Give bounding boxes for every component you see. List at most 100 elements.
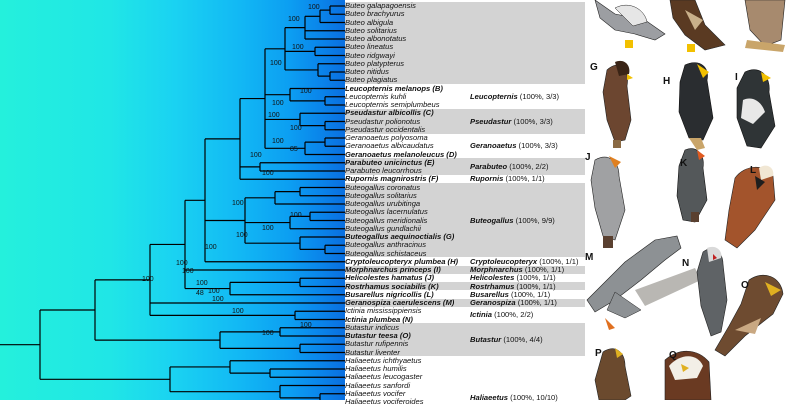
tip-label: Rupornis magnirostris (F) bbox=[345, 174, 439, 184]
clade-label: Busarellus (100%, 1/1) bbox=[470, 289, 550, 299]
tip-label: Parabuteo unicinctus (E) bbox=[345, 157, 435, 167]
bird-illustration bbox=[724, 165, 776, 249]
branch-length-gradient-background bbox=[0, 0, 345, 400]
clade-detail: (100%, 10/10) bbox=[508, 392, 558, 402]
tip-label: Cryptoleucopteryx plumbea (H) bbox=[345, 256, 459, 266]
clade-detail: (100%, 3/3) bbox=[517, 91, 560, 101]
bird-illustrations-panel: G H I J K L M N O P Q bbox=[585, 0, 800, 401]
tip-label: Buteogallus solitarius bbox=[345, 190, 417, 200]
clade-name: Geranoaetus bbox=[470, 141, 517, 151]
clade-detail: (100%, 1/1) bbox=[515, 298, 557, 307]
clade-label: Butastur (100%, 4/4) bbox=[470, 336, 543, 344]
panel-letter: L bbox=[750, 165, 757, 176]
panel-letter: P bbox=[595, 348, 602, 359]
support-value: 85 bbox=[290, 146, 298, 153]
clade-detail: (100%, 1/1) bbox=[514, 281, 556, 291]
support-value: 100 bbox=[262, 330, 274, 337]
clade-label: Buteogallus (100%, 9/9) bbox=[470, 215, 555, 225]
tip-label: Buteogallus anthracinus bbox=[345, 240, 427, 250]
tip-label: Geranoaetus melanoleucus (D) bbox=[345, 149, 457, 159]
tip-label: Buteogallus aequinoctialis (G) bbox=[345, 232, 455, 241]
panel-letter: J bbox=[585, 152, 591, 163]
tip-label: Pseudastur polionotus bbox=[345, 116, 421, 126]
tip-label: Buteogallus lacernulatus bbox=[345, 207, 428, 217]
support-value: 100 bbox=[300, 88, 312, 95]
support-value: 100 bbox=[272, 100, 284, 107]
support-value: 100 bbox=[290, 212, 302, 219]
tip-label: Buteo platypterus bbox=[345, 58, 405, 68]
panel-letter: H bbox=[663, 76, 671, 87]
bird-illustration bbox=[714, 274, 784, 357]
tip-label: Busarellus nigricollis (L) bbox=[345, 289, 434, 299]
support-value: 100 bbox=[205, 244, 217, 251]
clade-detail: (100%, 1/1) bbox=[522, 265, 565, 274]
bird-illustration bbox=[664, 350, 712, 401]
tip-label: Parabuteo leucorrhous bbox=[345, 166, 422, 175]
clade-name: Butastur bbox=[470, 335, 502, 345]
support-value: 100 bbox=[236, 232, 248, 239]
clade-detail: (100%, 9/9) bbox=[513, 215, 555, 225]
support-value: 100 bbox=[270, 60, 282, 67]
support-value: 100 bbox=[262, 225, 274, 232]
clade-label: Haliaeetus (100%, 10/10) bbox=[470, 392, 558, 402]
clade-detail: (100%, 3/3) bbox=[511, 116, 553, 126]
tip-label: Pseudastur occidentalis bbox=[345, 124, 426, 134]
clade-label: Parabuteo (100%, 2/2) bbox=[470, 161, 549, 171]
bird-illustration bbox=[602, 60, 633, 148]
tip-label: Rostrhamus sociabilis (K) bbox=[345, 281, 439, 291]
support-value: 48 bbox=[196, 290, 204, 297]
tip-label: Butastur teesa (O) bbox=[345, 331, 411, 340]
clade-detail: (100%, 1/1) bbox=[537, 256, 579, 266]
tip-label: Geranoaetus albicaudatus bbox=[345, 141, 434, 151]
support-value: 100 bbox=[232, 200, 244, 207]
clade-name: Morphnarchus bbox=[470, 265, 523, 274]
clade-name: Busarellus bbox=[470, 289, 509, 299]
tip-label: Helicolestes hamatus (J) bbox=[345, 273, 435, 283]
bird-illustration bbox=[586, 235, 701, 330]
tip-label: Buteo lineatus bbox=[345, 42, 394, 52]
clade-label: Cryptoleucopteryx (100%, 1/1) bbox=[470, 256, 579, 266]
support-value: 100 bbox=[232, 308, 244, 315]
support-value: 100 bbox=[262, 170, 274, 177]
tip-label: Ictinia mississippiensis bbox=[345, 306, 422, 316]
clade-name: Cryptoleucopteryx bbox=[470, 256, 538, 266]
support-value: 100 bbox=[182, 268, 194, 275]
clade-label: Leucopternis (100%, 3/3) bbox=[470, 91, 560, 101]
bird-illustration bbox=[669, 0, 726, 52]
support-value: 100 bbox=[176, 260, 188, 267]
tip-label: Leucopternis melanops (B) bbox=[345, 83, 443, 93]
clade-band bbox=[345, 265, 585, 274]
tip-label: Buteo galapagoensis bbox=[345, 1, 416, 10]
clade-band bbox=[345, 323, 585, 357]
clade-label: Geranoaetus (100%, 3/3) bbox=[470, 142, 558, 150]
tip-label: Haliaeetus vociferoides bbox=[345, 397, 424, 406]
bird-illustration bbox=[744, 0, 786, 52]
bird-illustration bbox=[678, 62, 714, 150]
tip-label: Ictinia plumbea (N) bbox=[345, 314, 413, 324]
support-value: 100 bbox=[268, 112, 280, 119]
tip-label: Butastur indicus bbox=[345, 322, 400, 332]
clade-label: Geranospiza (100%, 1/1) bbox=[470, 299, 557, 307]
clade-name: Rupornis bbox=[470, 174, 504, 184]
support-value: 100 bbox=[290, 125, 302, 132]
clade-bands bbox=[345, 0, 585, 400]
clade-name: Parabuteo bbox=[470, 161, 508, 171]
clade-detail: (100%, 2/2) bbox=[491, 310, 534, 320]
clade-detail: (100%, 4/4) bbox=[501, 335, 543, 345]
panel-letter: K bbox=[680, 158, 688, 169]
tip-label: Buteogallus urubitinga bbox=[345, 199, 421, 208]
tip-label: Haliaeetus sanfordi bbox=[345, 380, 411, 390]
tip-label: Leucopternis semiplumbeus bbox=[345, 100, 440, 109]
bird-illustration bbox=[736, 69, 776, 149]
clade-detail: (100%, 1/1) bbox=[514, 273, 556, 283]
bird-illustrations bbox=[586, 0, 786, 401]
bird-illustration bbox=[676, 148, 708, 223]
support-value: 100 bbox=[288, 16, 300, 23]
clade-band bbox=[345, 158, 585, 175]
support-value: 100 bbox=[308, 4, 320, 11]
tip-label: Buteogallus coronatus bbox=[345, 182, 421, 192]
panel-letter: M bbox=[585, 252, 594, 263]
clade-name: Rostrhamus bbox=[470, 281, 515, 291]
clade-name: Helicolestes bbox=[470, 273, 515, 283]
tip-label: Butastur rufipennis bbox=[345, 339, 409, 349]
